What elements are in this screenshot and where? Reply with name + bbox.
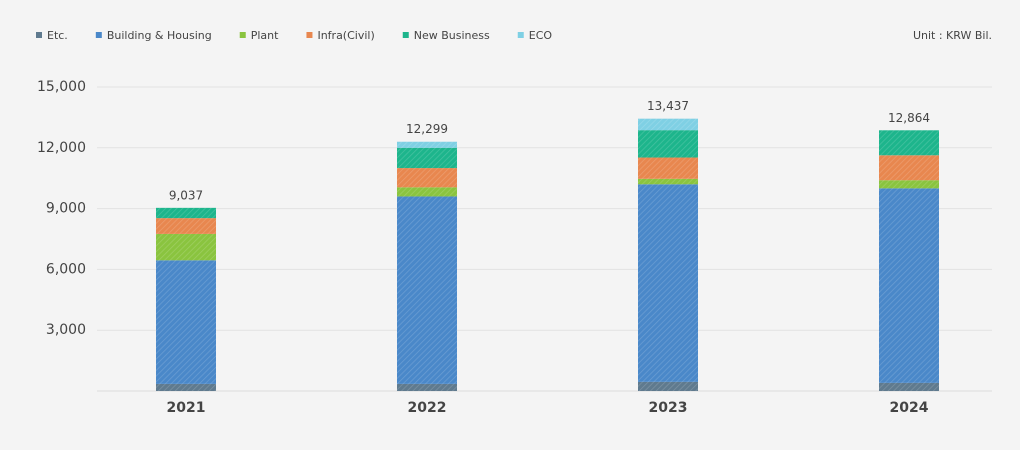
y-tick-label: 3,000	[46, 322, 86, 338]
x-tick-label: 2024	[890, 400, 929, 416]
legend-swatch	[36, 32, 42, 38]
legend-label: New Business	[414, 29, 490, 42]
total-label: 9,037	[169, 188, 203, 202]
unit-label: Unit : KRW Bil.	[913, 29, 992, 42]
total-label: 12,299	[406, 122, 448, 136]
bar-hatch	[638, 118, 698, 391]
legend-swatch	[95, 32, 102, 38]
legend-label: Etc.	[47, 29, 68, 42]
legend-swatch	[306, 32, 313, 38]
x-tick-label: 2022	[408, 400, 447, 416]
y-tick-label: 12,000	[37, 140, 86, 156]
legend-swatch	[239, 32, 246, 38]
x-tick-label: 2021	[167, 400, 206, 416]
legend-label: Infra(Civil)	[317, 29, 374, 42]
legend-label: Building & Housing	[107, 29, 212, 42]
x-tick-label: 2023	[649, 400, 688, 416]
legend-swatch	[402, 32, 409, 38]
legend-label: ECO	[529, 29, 553, 42]
total-label: 12,864	[888, 111, 930, 125]
bar-hatch	[879, 130, 939, 391]
bar-hatch	[397, 141, 457, 391]
y-tick-label: 6,000	[46, 261, 86, 277]
y-tick-label: 15,000	[37, 79, 86, 95]
y-tick-label: 9,000	[46, 201, 86, 217]
legend-label: Plant	[251, 29, 279, 42]
bar-hatch	[156, 207, 216, 391]
legend-swatch	[517, 32, 524, 38]
total-label: 13,437	[647, 99, 689, 113]
